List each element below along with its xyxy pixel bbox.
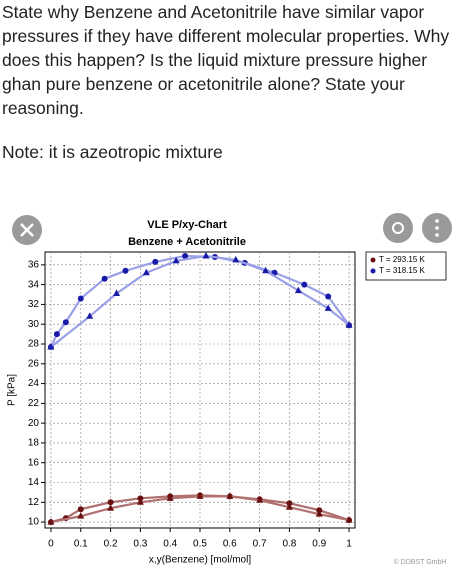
point xyxy=(301,281,308,288)
chart: VLE P/xy-Chart Benzene + Acetonitrile x,… xyxy=(7,213,452,566)
point xyxy=(285,503,293,510)
point xyxy=(232,255,240,263)
legend xyxy=(365,251,447,281)
x-tick-label: 0.6 xyxy=(223,539,237,550)
point xyxy=(345,516,353,523)
y-tick-label: 18 xyxy=(28,438,40,449)
point xyxy=(47,342,55,350)
point xyxy=(62,319,69,326)
point xyxy=(294,286,302,294)
point xyxy=(142,268,150,276)
point xyxy=(325,293,332,300)
point xyxy=(122,267,129,274)
x-axis-label: x,y(Benzene) [mol/mol] xyxy=(149,555,251,566)
point xyxy=(256,496,264,503)
y-tick-label: 24 xyxy=(28,378,40,389)
point xyxy=(136,498,144,505)
y-tick-label: 30 xyxy=(28,319,40,330)
question-line: reasoning. xyxy=(2,98,84,118)
point xyxy=(152,258,159,265)
point xyxy=(101,275,108,282)
legend-label: T = 318.15 K xyxy=(379,266,426,275)
chart-subtitle: Benzene + Acetonitrile xyxy=(128,236,246,248)
point xyxy=(324,304,332,311)
y-tick-label: 32 xyxy=(28,299,40,310)
question-line: State why Benzene and Acetonitrile have … xyxy=(2,2,425,22)
point xyxy=(166,494,174,501)
question-line: pressures if they have different molecul… xyxy=(2,26,450,46)
point xyxy=(202,251,210,259)
y-tick-label: 16 xyxy=(28,457,40,468)
note: Note: it is azeotropic mixture xyxy=(2,142,223,162)
legend-marker xyxy=(370,268,376,274)
point xyxy=(172,256,180,264)
legend-label: T = 293.15 K xyxy=(379,255,426,264)
point xyxy=(107,499,114,506)
watermark: © DDBST GmbH xyxy=(394,558,447,566)
more-icon xyxy=(435,219,439,237)
x-tick-label: 0.5 xyxy=(193,539,207,550)
point xyxy=(113,289,121,297)
curve xyxy=(49,254,350,348)
point xyxy=(77,295,84,302)
point xyxy=(86,312,94,319)
y-tick-label: 36 xyxy=(28,260,40,271)
y-tick-label: 14 xyxy=(28,477,40,488)
legend-marker xyxy=(370,257,376,263)
y-tick-label: 22 xyxy=(28,398,40,409)
point xyxy=(53,331,60,338)
point xyxy=(107,504,115,511)
x-tick-label: 0 xyxy=(48,539,54,550)
y-tick-label: 10 xyxy=(28,517,40,528)
point xyxy=(345,321,353,328)
x-tick-label: 0.3 xyxy=(133,539,147,550)
x-tick-label: 0.7 xyxy=(253,539,267,550)
question-line: does this happen? Is the liquid mixture … xyxy=(2,50,428,70)
close-icon xyxy=(20,223,34,237)
point xyxy=(315,510,323,517)
y-tick-label: 20 xyxy=(28,418,40,429)
point xyxy=(196,492,204,499)
x-tick-label: 0.8 xyxy=(282,539,296,550)
point xyxy=(182,252,189,259)
x-tick-label: 0.2 xyxy=(104,539,118,550)
x-tick-label: 0.1 xyxy=(74,539,88,550)
x-tick-label: 0.9 xyxy=(312,539,326,550)
chart-title: VLE P/xy-Chart xyxy=(147,219,227,231)
question-line: ghan pure benzene or acetonitrile alone?… xyxy=(2,74,405,94)
y-tick-label: 34 xyxy=(28,279,40,290)
x-tick-label: 0.4 xyxy=(163,539,177,550)
y-tick-label: 26 xyxy=(28,358,40,369)
point xyxy=(262,266,270,274)
x-tick-label: 1 xyxy=(346,539,352,550)
point xyxy=(226,492,234,499)
y-tick-label: 28 xyxy=(28,339,40,350)
y-axis-label: P [kPa] xyxy=(7,374,18,406)
point xyxy=(77,506,84,513)
point xyxy=(77,512,85,519)
lens-button[interactable] xyxy=(383,213,413,243)
lens-icon xyxy=(392,222,404,234)
point xyxy=(47,518,55,525)
y-tick-label: 12 xyxy=(28,497,40,508)
